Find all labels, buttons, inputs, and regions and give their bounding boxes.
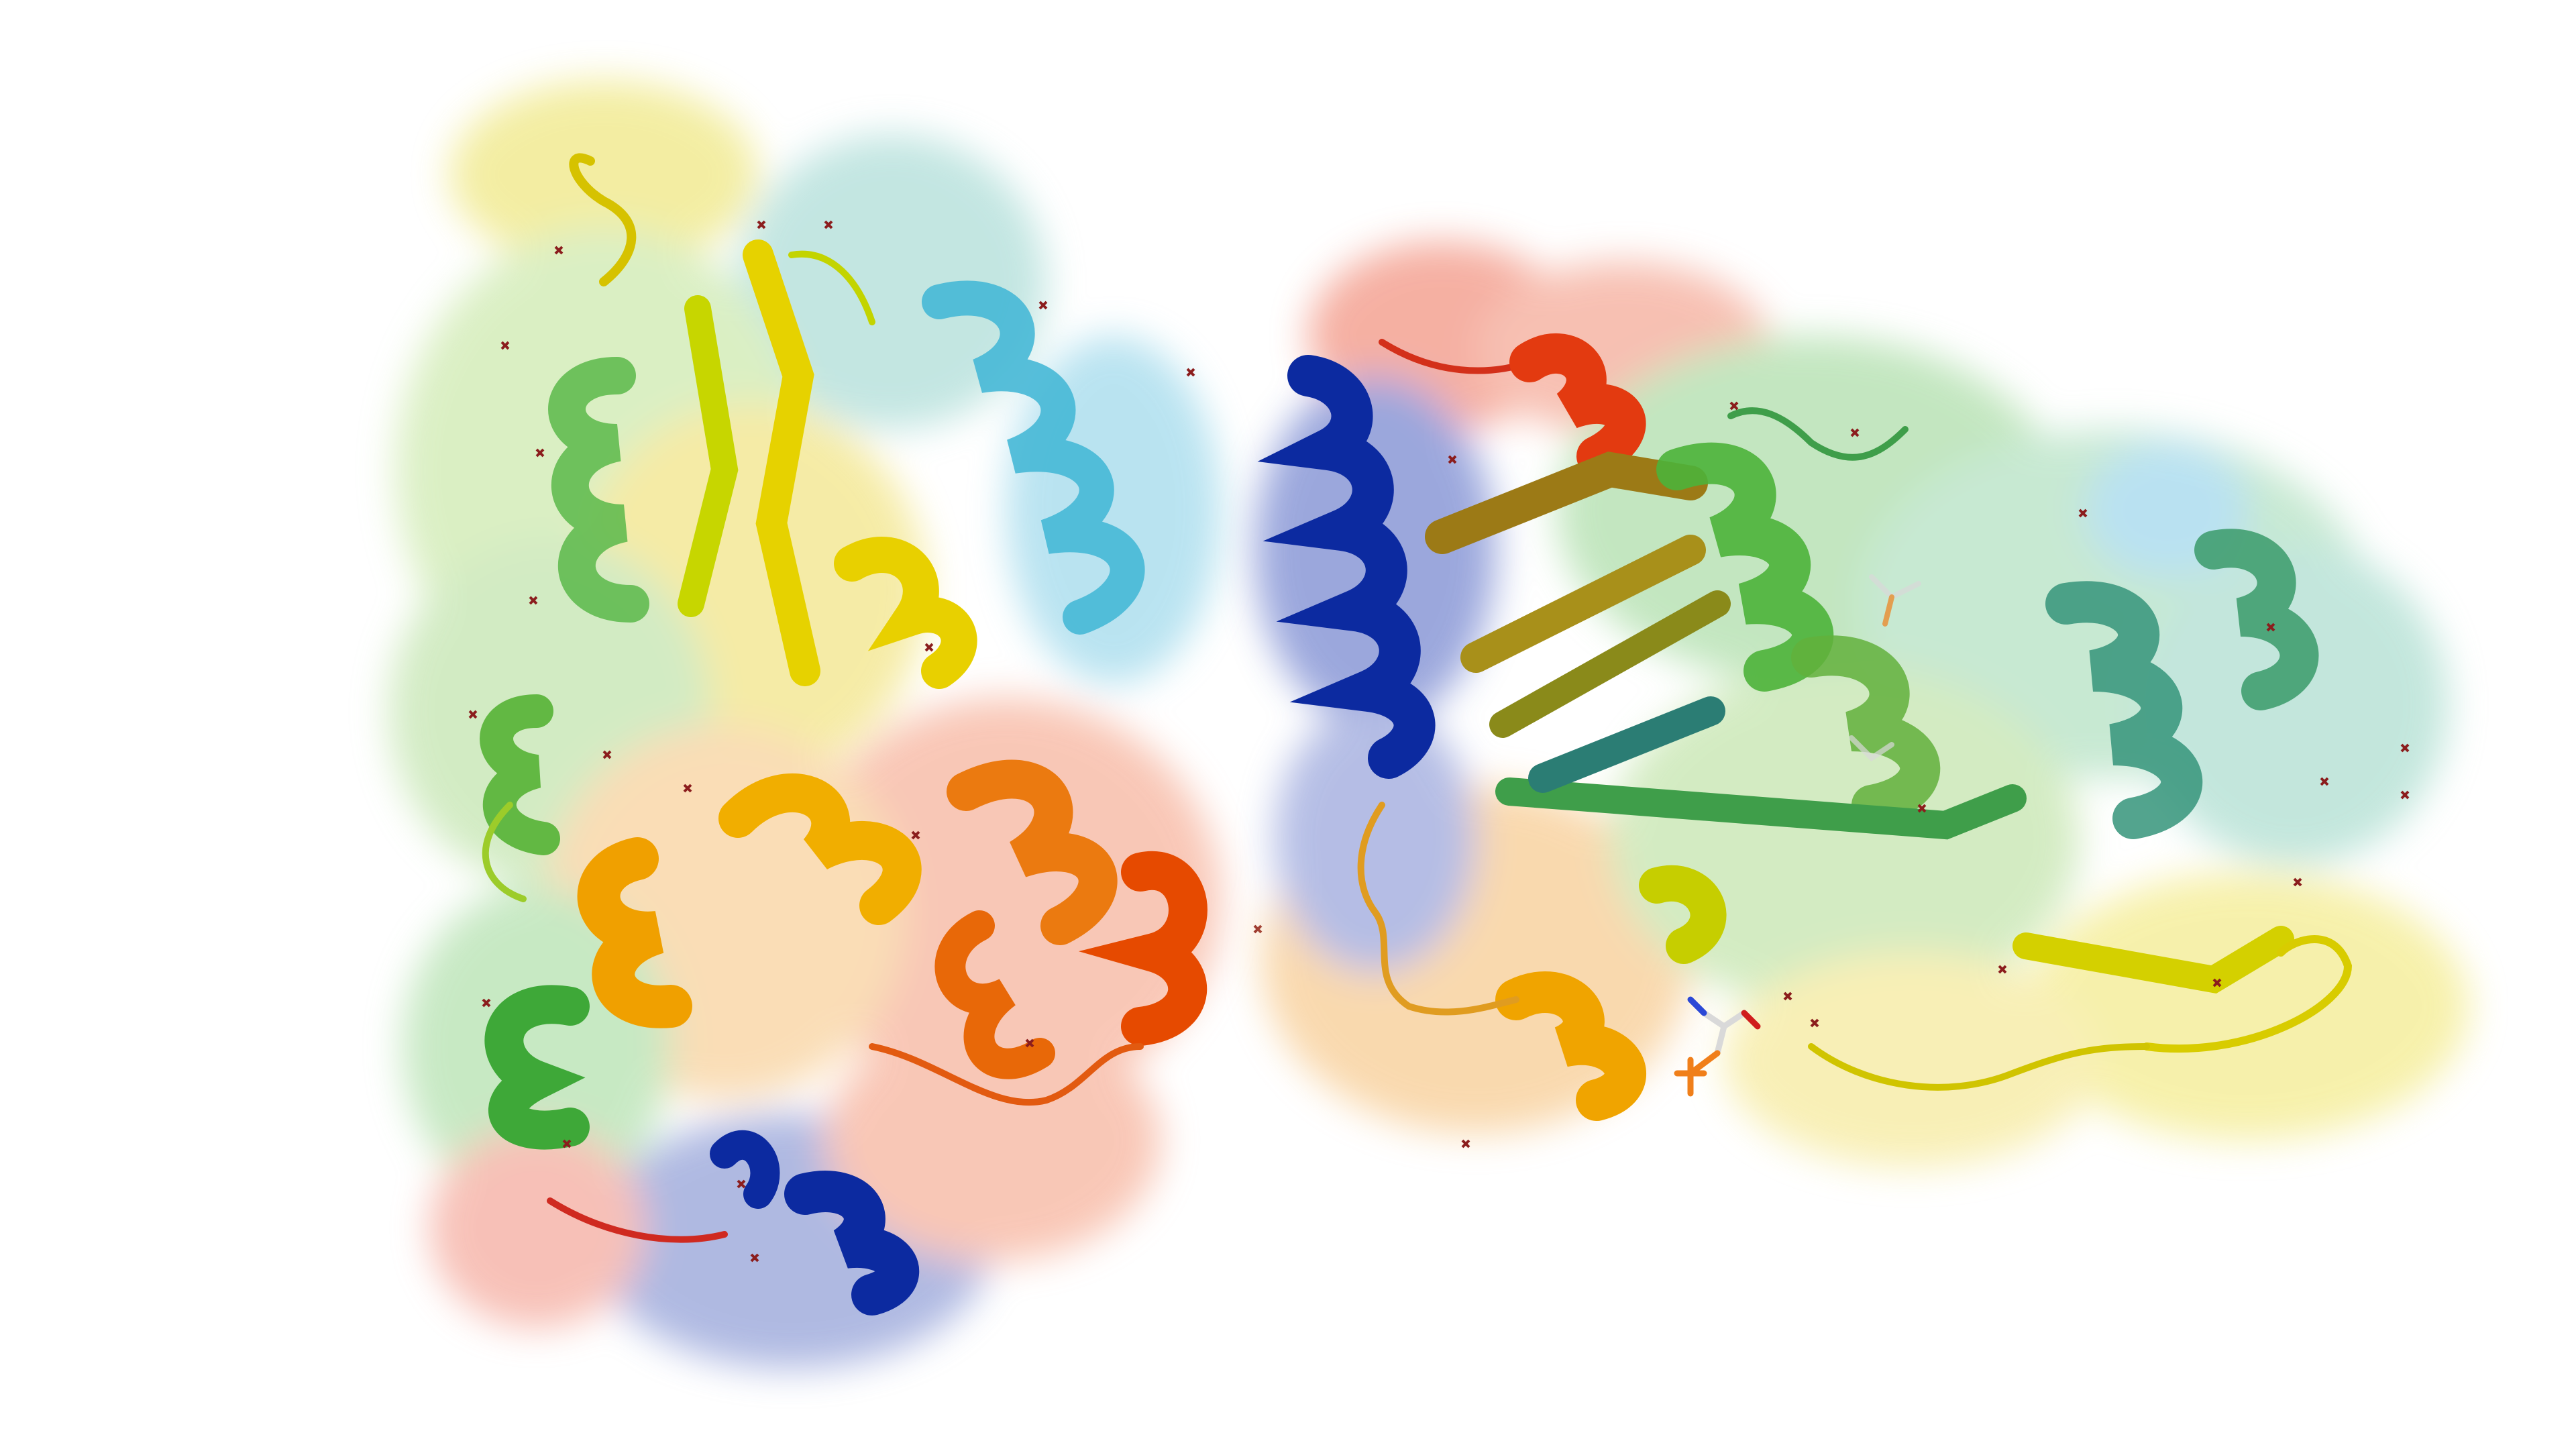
ligand-phosphate bbox=[1674, 996, 1761, 1097]
protein-chain-right bbox=[1186, 241, 2469, 1167]
water-markers-right bbox=[1186, 368, 2410, 1148]
water-markers-left bbox=[468, 220, 1263, 1263]
cartoon-ribbons-left bbox=[480, 153, 1208, 1316]
protein-chain-left bbox=[389, 80, 1263, 1368]
ligand-pocket bbox=[1849, 574, 1921, 762]
